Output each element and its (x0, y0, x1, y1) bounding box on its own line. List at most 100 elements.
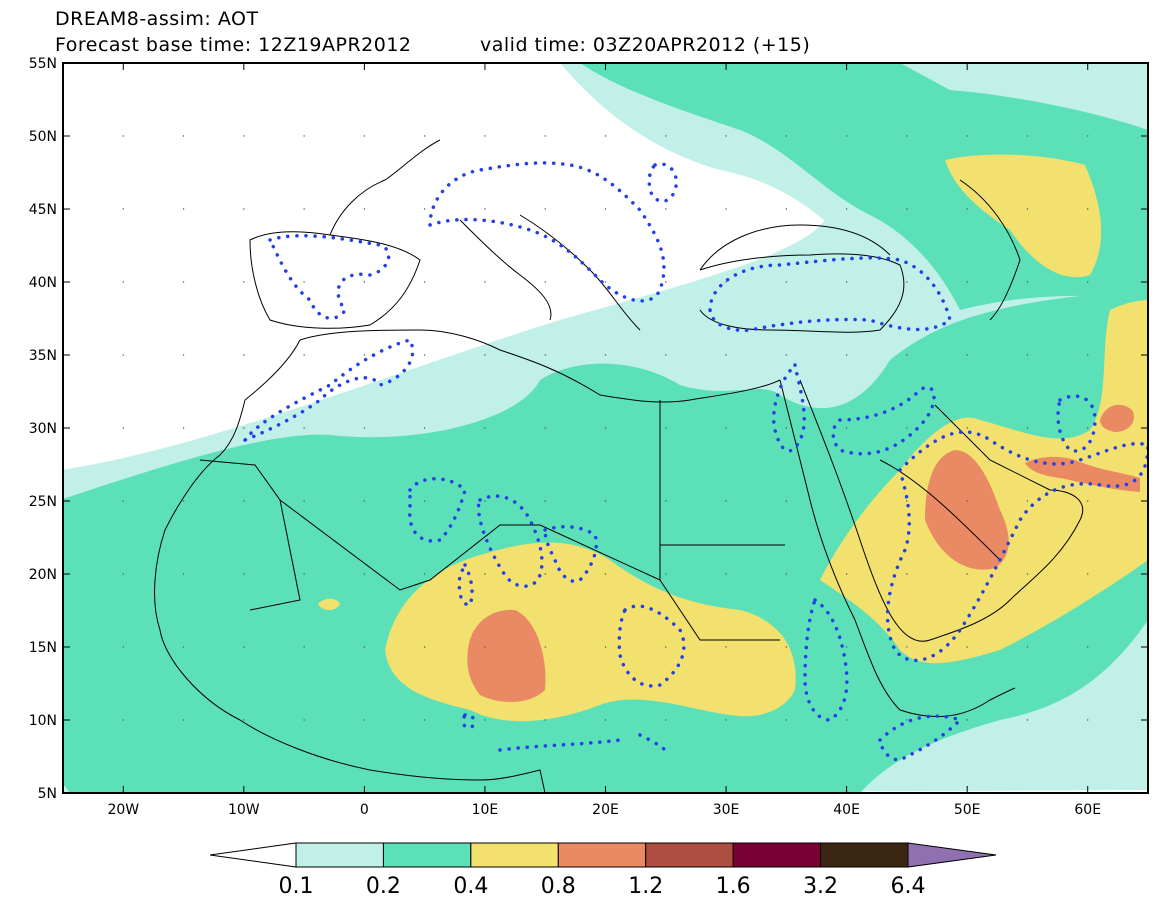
grid-point (604, 719, 607, 721)
aot-band-0-4-caspian (945, 154, 1102, 278)
colorbar-box (470, 842, 559, 868)
dotted-contour-iraq (831, 385, 936, 456)
grid-points (122, 135, 1089, 721)
grid-point (1087, 427, 1089, 429)
grid-point (845, 281, 848, 283)
grid-point (544, 573, 546, 575)
dotted-contour-morocco (239, 337, 415, 444)
grid-point (604, 208, 607, 210)
grid-point (423, 281, 426, 283)
dotted-contour-sudan (543, 524, 598, 583)
dotted-contour-europe (428, 161, 666, 303)
grid-point (243, 208, 245, 210)
grid-point (1026, 135, 1029, 137)
dotted-contour-turkey (708, 256, 952, 333)
grid-point (665, 281, 667, 283)
grid-point (906, 281, 908, 283)
lat-tick-label: 55N (29, 56, 57, 72)
colorbar-labels: 0.1 0.2 0.4 0.8 1.2 1.6 3.2 6.4 (279, 874, 926, 899)
aot-band-0-8-gulf (1025, 456, 1140, 492)
grid-point (966, 573, 968, 575)
coast-horn-africa (899, 687, 1016, 718)
lat-tick-label: 40N (29, 275, 57, 291)
grid-point (966, 646, 968, 648)
grid-point (1026, 281, 1029, 283)
dotted-contour-levant (772, 363, 807, 453)
grid-point (363, 719, 366, 721)
grid-point (1026, 208, 1029, 210)
grid-point (725, 500, 727, 502)
grid-point (423, 208, 426, 210)
map-subtitle: Forecast base time: 12Z19APR2012 valid ti… (55, 34, 810, 56)
colorbar-level-label: 3.2 (803, 874, 838, 899)
grid-point (1087, 208, 1089, 210)
grid-point (665, 573, 667, 575)
grid-point (785, 354, 788, 356)
grid-point (423, 354, 426, 356)
grid-point (1026, 573, 1029, 575)
lat-tick-label: 45N (29, 202, 57, 218)
coast-red-sea (779, 379, 901, 711)
grid-point (604, 135, 607, 137)
grid-point (243, 427, 245, 429)
grid-point (363, 208, 366, 210)
grid-point (845, 719, 848, 721)
grid-point (785, 500, 788, 502)
grid-point (604, 354, 607, 356)
grid-point (303, 719, 305, 721)
grid-point (845, 354, 848, 356)
grid-point (544, 208, 546, 210)
grid-point (665, 500, 667, 502)
dotted-contour-congo (498, 738, 622, 752)
grid-point (725, 719, 727, 721)
grid-point (182, 573, 185, 575)
grid-point (363, 354, 366, 356)
grid-point (303, 500, 305, 502)
map-title: DREAM8-assim: AOT (55, 8, 259, 30)
grid-point (845, 208, 848, 210)
grid-point (906, 573, 908, 575)
grid-point (665, 646, 667, 648)
lon-tick-label: 20E (592, 802, 619, 818)
grid-point (484, 500, 486, 502)
colorbar-box (645, 842, 734, 868)
grid-point (243, 500, 245, 502)
grid-point (1087, 281, 1089, 283)
dotted-contour-lake (461, 712, 476, 730)
dotted-contour-darfur (617, 604, 686, 688)
grid-point (845, 646, 848, 648)
aot-band-0-8-chad (467, 609, 546, 702)
grid-point (665, 354, 667, 356)
grid-point (906, 208, 908, 210)
grid-point (906, 135, 908, 137)
lon-tick-label: 30E (713, 802, 740, 818)
grid-point (1087, 719, 1089, 721)
lat-tick-label: 35N (29, 348, 57, 364)
lon-tick-label: 0 (360, 802, 369, 818)
grid-point (906, 427, 908, 429)
grid-point (1087, 646, 1089, 648)
grid-point (484, 281, 486, 283)
grid-point (544, 354, 546, 356)
grid-point (725, 646, 727, 648)
dotted-contour-kenya (638, 733, 667, 752)
dotted-contour-horn (878, 714, 964, 762)
grid-point (604, 427, 607, 429)
grid-point (423, 427, 426, 429)
grid-point (966, 281, 968, 283)
dotted-contour-ethiopia (803, 597, 849, 722)
dotted-contour-iran (1056, 394, 1097, 453)
grid-point (182, 208, 185, 210)
grid-point (1026, 719, 1029, 721)
grid-point (785, 573, 788, 575)
lon-tick-label: 40E (833, 802, 860, 818)
grid-point (303, 208, 305, 210)
grid-point (544, 500, 546, 502)
border-sudan (659, 579, 780, 641)
grid-point (725, 281, 727, 283)
grid-point (1026, 646, 1029, 648)
grid-point (966, 427, 968, 429)
grid-point (182, 281, 185, 283)
coast-turkey (699, 253, 905, 333)
